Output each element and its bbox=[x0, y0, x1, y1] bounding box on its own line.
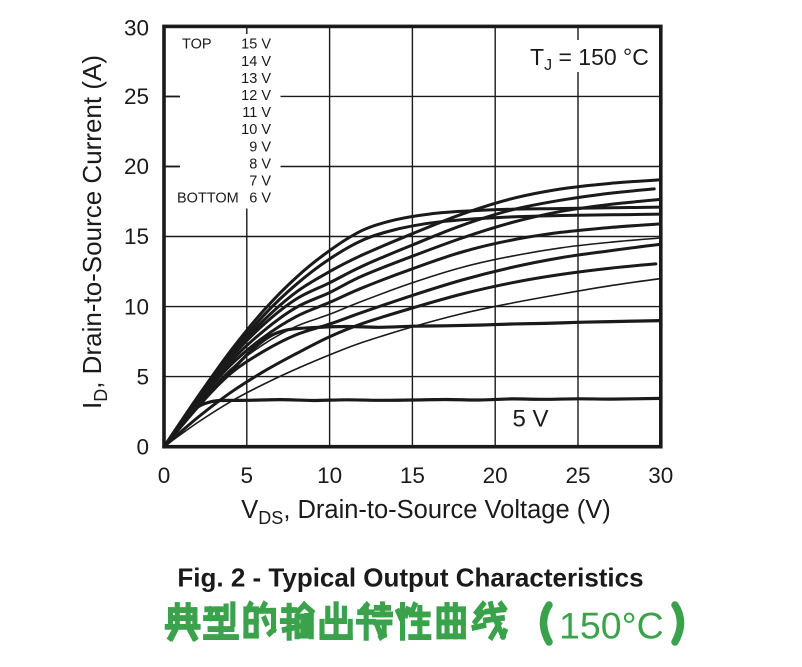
svg-text:0: 0 bbox=[158, 463, 171, 488]
svg-text:10: 10 bbox=[317, 463, 342, 488]
svg-text:BOTTOM: BOTTOM bbox=[177, 191, 239, 207]
svg-text:25: 25 bbox=[565, 463, 590, 488]
svg-text:0: 0 bbox=[136, 434, 149, 459]
svg-text:12 V: 12 V bbox=[241, 88, 271, 104]
svg-text:10: 10 bbox=[124, 294, 149, 319]
svg-text:5 V: 5 V bbox=[512, 406, 548, 433]
svg-text:150°C: 150°C bbox=[559, 605, 664, 647]
svg-text:TJ = 150 °C: TJ = 150 °C bbox=[530, 44, 649, 74]
svg-text:25: 25 bbox=[124, 84, 149, 109]
svg-text:8 V: 8 V bbox=[249, 156, 271, 172]
svg-text:20: 20 bbox=[483, 463, 508, 488]
svg-text:ID, Drain-to-Source Current (A: ID, Drain-to-Source Current (A) bbox=[77, 55, 111, 409]
svg-text:15 V: 15 V bbox=[241, 37, 271, 53]
svg-text:5: 5 bbox=[241, 463, 254, 488]
svg-text:11 V: 11 V bbox=[242, 105, 271, 121]
svg-text:20: 20 bbox=[124, 154, 149, 179]
svg-text:5: 5 bbox=[136, 364, 149, 389]
svg-text:15: 15 bbox=[400, 463, 425, 488]
svg-text:15: 15 bbox=[124, 224, 149, 249]
svg-text:TOP: TOP bbox=[182, 37, 212, 53]
svg-text:7 V: 7 V bbox=[249, 174, 271, 190]
svg-text:9 V: 9 V bbox=[249, 139, 271, 155]
svg-text:VDS, Drain-to-Source Voltage (: VDS, Drain-to-Source Voltage (V) bbox=[241, 496, 610, 528]
svg-text:14 V: 14 V bbox=[241, 54, 271, 70]
svg-text:6 V: 6 V bbox=[249, 191, 271, 207]
svg-text:30: 30 bbox=[648, 463, 673, 488]
svg-text:13 V: 13 V bbox=[241, 71, 271, 87]
svg-text:Fig. 2 - Typical Output Charac: Fig. 2 - Typical Output Characteristics bbox=[177, 563, 643, 593]
svg-text:30: 30 bbox=[124, 16, 149, 41]
svg-text:10 V: 10 V bbox=[241, 122, 271, 138]
